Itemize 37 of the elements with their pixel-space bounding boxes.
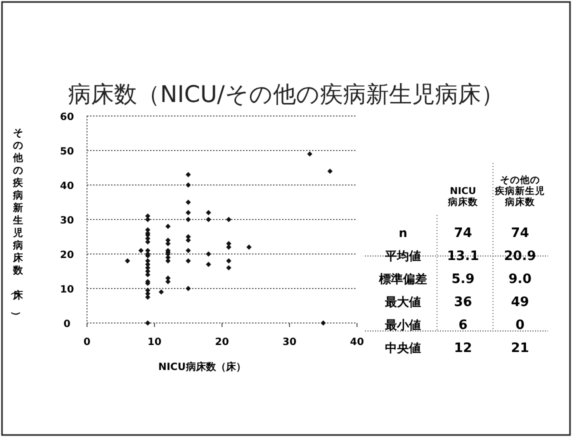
x-axis-title: NICU病床数（床）	[158, 361, 246, 373]
text: 病床数	[448, 197, 478, 208]
category-label: n	[398, 226, 408, 240]
x-tick-label: 20	[215, 337, 229, 348]
y-tick-label: 60	[60, 112, 74, 123]
y-tick-label: 20	[60, 250, 74, 261]
x-tick-label: 10	[148, 337, 162, 348]
x-tick-label: 0	[84, 337, 91, 348]
text: 6	[458, 318, 468, 333]
category-label: 最大値	[385, 295, 421, 309]
text: 49	[510, 295, 530, 310]
text: 20.9	[504, 249, 536, 264]
y-tick-label: 10	[60, 284, 74, 296]
text: 12	[454, 341, 472, 356]
text: 74	[454, 226, 472, 241]
y-tick-label: 40	[60, 181, 74, 192]
text: 疾病新生児	[495, 186, 545, 197]
y-tick-label: 50	[60, 146, 74, 158]
text: 5.9	[451, 272, 475, 287]
text: 21	[510, 341, 530, 356]
x-tick-label: 40	[350, 337, 364, 348]
category-label: 中央値	[385, 341, 421, 355]
chart-title: 病床数（NICU/その他の疾病新生児病床）	[68, 82, 504, 108]
text: 74	[510, 226, 530, 241]
category-label: 平均値	[385, 249, 421, 263]
text: 36	[454, 295, 472, 310]
category-label: 最小値	[385, 318, 421, 332]
x-tick-label: 30	[282, 337, 296, 348]
y-tick-label: 30	[60, 216, 74, 226]
text: 病床数	[505, 197, 535, 208]
y-tick-label: 0	[64, 319, 71, 330]
text: 13.1	[446, 249, 480, 264]
text: 0	[515, 318, 525, 333]
text: 9.0	[508, 272, 532, 287]
text: NICU	[450, 186, 476, 197]
category-label: 標準偏差	[379, 272, 427, 286]
text: その他の	[500, 175, 540, 186]
